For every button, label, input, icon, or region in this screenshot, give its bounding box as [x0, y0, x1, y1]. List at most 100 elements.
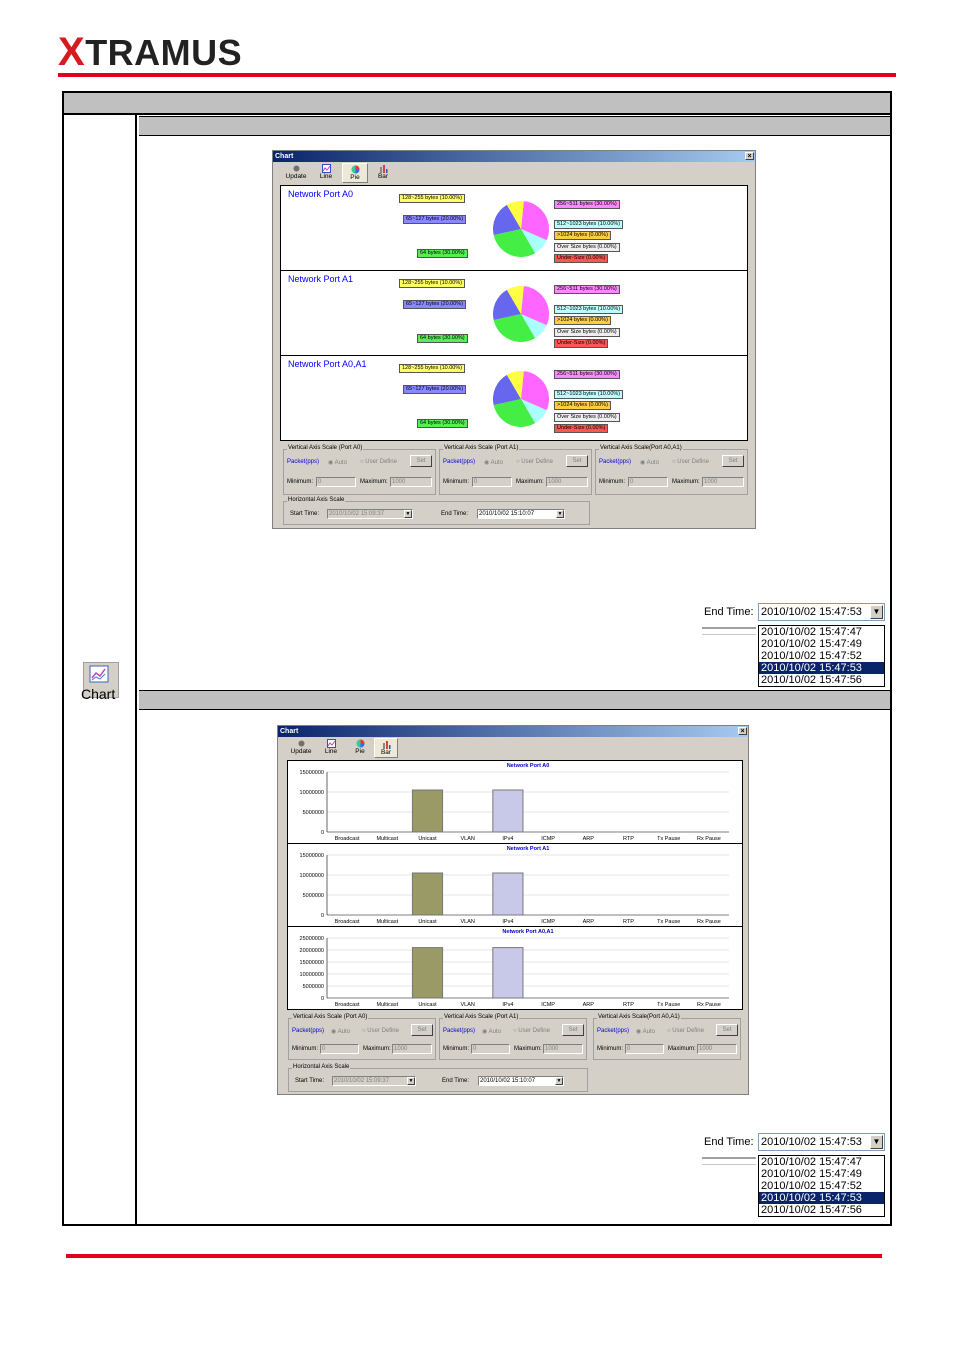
toolbar-label: Line: [319, 173, 333, 180]
slice-label: >1024 bytes (0.00%): [554, 231, 611, 240]
close-icon[interactable]: ×: [745, 152, 754, 160]
end-time-options: 2010/10/02 15:47:47 2010/10/02 15:47:49 …: [758, 625, 885, 687]
dropdown-option[interactable]: 2010/10/02 15:47:47: [761, 626, 862, 638]
chart-title: Network Port A0,A1: [502, 929, 553, 935]
toolbar-line-button[interactable]: Line: [313, 163, 339, 183]
x-tick-label: Rx Pause: [697, 1002, 721, 1008]
chevron-down-icon[interactable]: ▼: [870, 1135, 883, 1149]
dropdown-option[interactable]: 2010/10/02 15:47:52: [761, 650, 862, 662]
set-button[interactable]: Set: [722, 455, 744, 467]
auto-radio[interactable]: ◉ Auto: [484, 460, 503, 466]
auto-radio[interactable]: ◉ Auto: [331, 1029, 350, 1035]
maximum-field[interactable]: 1000: [392, 1044, 432, 1054]
dropdown-option[interactable]: 2010/10/02 15:47:52: [761, 1180, 862, 1192]
user-define-radio[interactable]: ○ User Define: [360, 459, 397, 465]
set-button[interactable]: Set: [410, 455, 432, 467]
dropdown-option[interactable]: 2010/10/02 15:47:49: [761, 1168, 862, 1180]
chevron-down-icon: ▼: [404, 510, 412, 518]
dropdown-option-selected[interactable]: 2010/10/02 15:47:53: [759, 1192, 884, 1204]
window-title-bar: Chart ×: [273, 151, 755, 162]
x-tick-label: ICMP: [541, 1002, 555, 1008]
user-define-radio[interactable]: ○ User Define: [667, 1028, 704, 1034]
y-tick-label: 5000000: [303, 893, 324, 899]
maximum-field[interactable]: 1000: [390, 477, 432, 487]
slice-label: 64 bytes (30.00%): [417, 249, 468, 258]
user-define-radio[interactable]: ○ User Define: [516, 459, 553, 465]
minimum-field[interactable]: 0: [472, 477, 512, 487]
group-title: Vertical Axis Scale (Port A0): [287, 445, 364, 451]
footer-rule: [66, 1254, 882, 1258]
packet-label: Packet(pps): [443, 459, 476, 465]
x-tick-label: IPv4: [502, 1002, 513, 1008]
max-label: Maximum:: [514, 1046, 542, 1052]
toolbar-pie-button[interactable]: Pie: [342, 163, 368, 183]
packet-label: Packet(pps): [287, 459, 320, 465]
toolbar-update-button[interactable]: Update: [283, 163, 309, 183]
toolbar-pie-button[interactable]: Pie: [347, 738, 373, 758]
chevron-down-icon[interactable]: ▼: [870, 605, 883, 619]
toolbar-label: Bar: [380, 749, 392, 756]
end-time-select[interactable]: 2010/10/02 15:10:07 ▼: [478, 1076, 564, 1086]
y-tick-label: 15000000: [300, 853, 324, 859]
start-time-select[interactable]: 2010/10/02 15:09:37 ▼: [332, 1076, 416, 1086]
pie-slice: [521, 201, 549, 241]
auto-radio[interactable]: ◉ Auto: [640, 460, 659, 466]
group-title: Horizontal Axis Scale: [292, 1064, 351, 1070]
end-time-select[interactable]: 2010/10/02 15:47:53 ▼: [758, 1133, 885, 1151]
user-define-radio[interactable]: ○ User Define: [513, 1028, 550, 1034]
user-define-radio[interactable]: ○ User Define: [672, 459, 709, 465]
auto-radio[interactable]: ◉ Auto: [482, 1029, 501, 1035]
pie-chart-icon: [356, 739, 364, 748]
toolbar-update-button[interactable]: Update: [288, 738, 314, 758]
dropdown-option[interactable]: 2010/10/02 15:47:47: [761, 1156, 862, 1168]
slice-label: 128~255 bytes (10.00%): [399, 364, 466, 373]
end-time-dropdown: End Time: 2010/10/02 15:47:53 ▼ 2010/10/0…: [702, 603, 888, 703]
pie-slice: [506, 201, 524, 229]
user-define-radio[interactable]: ○ User Define: [362, 1028, 399, 1034]
slice-label: 128~255 bytes (10.00%): [399, 279, 466, 288]
pie-chart: [493, 371, 549, 427]
x-tick-label: Unicast: [418, 1002, 437, 1008]
chart-line-icon[interactable]: [83, 662, 119, 698]
set-button[interactable]: Set: [716, 1024, 738, 1036]
min-label: Minimum:: [287, 479, 314, 485]
chart-title: Network Port A1: [507, 846, 550, 852]
x-tick-label: VLAN: [461, 836, 475, 842]
slice-label: 64 bytes (30.00%): [417, 334, 468, 343]
minimum-field[interactable]: 0: [471, 1044, 510, 1054]
dropdown-option[interactable]: 2010/10/02 15:47:49: [761, 638, 862, 650]
auto-radio[interactable]: ◉ Auto: [636, 1029, 655, 1035]
start-time-label: Start Time:: [295, 1078, 325, 1084]
slice-label: Over Size bytes (0.00%): [554, 328, 620, 337]
maximum-field[interactable]: 1000: [697, 1044, 737, 1054]
end-time-select[interactable]: 2010/10/02 15:47:53 ▼: [758, 603, 885, 621]
minimum-field[interactable]: 0: [625, 1044, 664, 1054]
start-time-select[interactable]: 2010/10/02 15:09:37 ▼: [327, 509, 413, 519]
dropdown-option-selected[interactable]: 2010/10/02 15:47:53: [759, 662, 884, 674]
auto-radio[interactable]: ◉ Auto: [328, 460, 347, 466]
maximum-field[interactable]: 1000: [702, 477, 744, 487]
section-header-pie: [139, 116, 890, 136]
minimum-field[interactable]: 0: [628, 477, 668, 487]
minimum-field[interactable]: 0: [316, 477, 356, 487]
toolbar-line-button[interactable]: Line: [318, 738, 344, 758]
minimum-field[interactable]: 0: [320, 1044, 359, 1054]
end-time-dropdown: End Time: 2010/10/02 15:47:53 ▼ 2010/10/0…: [702, 1133, 888, 1233]
chevron-down-icon: ▼: [407, 1077, 415, 1085]
panel-title: Network Port A0,A1: [288, 359, 367, 369]
toolbar-bar-button[interactable]: Bar: [374, 738, 398, 758]
toolbar-bar-button[interactable]: Bar: [371, 163, 395, 183]
set-button[interactable]: Set: [562, 1024, 584, 1036]
dropdown-option[interactable]: 2010/10/02 15:47:56: [761, 674, 862, 686]
pie-slice: [506, 286, 524, 314]
close-icon[interactable]: ×: [738, 727, 747, 735]
x-tick-label: Tx Pause: [657, 836, 680, 842]
maximum-field[interactable]: 1000: [546, 477, 588, 487]
dropdown-option[interactable]: 2010/10/02 15:47:56: [761, 1204, 862, 1216]
end-time-select[interactable]: 2010/10/02 15:10:07 ▼: [477, 509, 565, 519]
min-label: Minimum:: [292, 1046, 319, 1052]
maximum-field[interactable]: 1000: [543, 1044, 583, 1054]
pie-slice: [493, 204, 521, 235]
set-button[interactable]: Set: [411, 1024, 433, 1036]
set-button[interactable]: Set: [566, 455, 588, 467]
